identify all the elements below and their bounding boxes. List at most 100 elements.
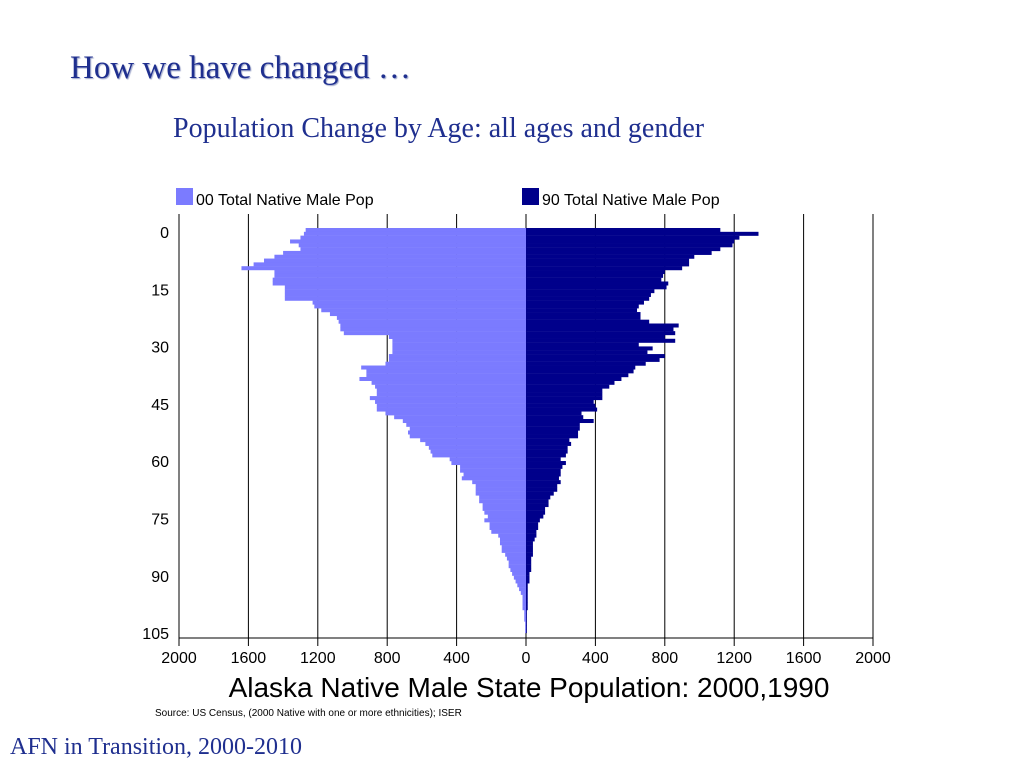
bar-2000-age-18 — [284, 296, 526, 301]
bar-2000-age-92 — [515, 579, 526, 584]
bar-2000-age-62 — [460, 464, 526, 469]
bar-2000-age-6 — [283, 250, 526, 255]
bar-1990-age-69 — [526, 491, 554, 496]
bar-2000-age-32 — [392, 350, 526, 355]
bar-1990-age-64 — [526, 472, 561, 477]
bars-2000-series — [241, 228, 527, 634]
bar-1990-age-78 — [526, 525, 539, 530]
bar-2000-age-14 — [272, 281, 526, 286]
x-tick-label-2: 1200 — [300, 650, 336, 667]
bar-2000-age-72 — [482, 503, 526, 508]
bar-1990-age-25 — [526, 323, 679, 328]
bar-1990-age-88 — [526, 564, 532, 569]
bar-1990-age-37 — [526, 369, 634, 374]
bar-1990-age-87 — [526, 560, 532, 565]
bar-1990-age-56 — [526, 441, 572, 446]
bar-1990-age-60 — [526, 457, 561, 462]
bar-2000-age-101 — [524, 613, 526, 618]
bar-2000-age-9 — [253, 262, 527, 267]
bar-1990-age-24 — [526, 319, 650, 324]
bar-1990-age-31 — [526, 346, 653, 351]
x-tick-label-8: 1200 — [716, 650, 752, 667]
bar-2000-age-23 — [336, 315, 526, 320]
chart-axes — [178, 637, 874, 646]
bar-1990-age-90 — [526, 571, 530, 576]
bar-2000-age-78 — [489, 525, 526, 530]
bar-2000-age-74 — [484, 510, 526, 515]
bar-1990-age-92 — [526, 579, 530, 584]
bar-2000-age-8 — [264, 258, 526, 263]
bar-1990-age-85 — [526, 552, 533, 557]
bar-1990-age-7 — [526, 254, 695, 259]
bar-1990-age-42 — [526, 388, 603, 393]
bar-1990-age-103 — [526, 621, 527, 626]
y-tick-label-15: 15 — [151, 282, 169, 299]
bar-1990-age-18 — [526, 296, 650, 301]
bar-2000-age-53 — [408, 430, 526, 435]
bar-2000-age-10 — [241, 266, 526, 271]
bar-2000-age-49 — [394, 415, 526, 420]
x-tick-label-3: 800 — [374, 650, 401, 667]
slide-title: How we have changed … — [70, 50, 411, 86]
bar-1990-age-34 — [526, 357, 660, 362]
bar-2000-age-21 — [321, 308, 526, 313]
bar-1990-age-74 — [526, 510, 546, 515]
bar-2000-age-91 — [513, 575, 526, 580]
y-axis-tick-labels: 0 15 30 45 60 75 90 105 — [142, 225, 169, 643]
bar-2000-age-47 — [376, 407, 526, 412]
bar-1990-age-99 — [526, 606, 528, 611]
bar-2000-age-22 — [329, 312, 526, 317]
bar-2000-age-27 — [343, 331, 526, 336]
bar-1990-age-20 — [526, 304, 639, 309]
bar-2000-age-50 — [402, 419, 526, 424]
bar-2000-age-71 — [479, 499, 526, 504]
bar-2000-age-103 — [525, 621, 526, 626]
y-tick-label-90: 90 — [151, 569, 169, 586]
bar-1990-age-57 — [526, 445, 568, 450]
bar-2000-age-4 — [298, 243, 526, 248]
bar-1990-age-35 — [526, 361, 646, 366]
bar-1990-age-32 — [526, 350, 648, 355]
bar-2000-age-80 — [498, 533, 526, 538]
bar-2000-age-67 — [475, 483, 526, 488]
bar-2000-age-2 — [300, 235, 526, 240]
x-tick-label-4: 400 — [443, 650, 470, 667]
bar-1990-age-79 — [526, 529, 537, 534]
bar-2000-age-33 — [388, 354, 526, 359]
bar-2000-age-100 — [524, 610, 526, 615]
bar-1990-age-70 — [526, 495, 551, 500]
bar-1990-age-93 — [526, 583, 528, 588]
bar-2000-age-98 — [522, 602, 526, 607]
bar-2000-age-31 — [392, 346, 526, 351]
bar-2000-age-81 — [499, 537, 526, 542]
bar-2000-age-1 — [303, 231, 526, 236]
bar-2000-age-88 — [508, 564, 526, 569]
x-tick-label-6: 400 — [582, 650, 609, 667]
bar-2000-age-16 — [284, 289, 526, 294]
bar-1990-age-53 — [526, 430, 579, 435]
bar-1990-age-66 — [526, 480, 561, 485]
bar-2000-age-28 — [388, 334, 526, 339]
bar-2000-age-17 — [284, 292, 526, 297]
bar-1990-age-98 — [526, 602, 528, 607]
bar-1990-age-89 — [526, 567, 532, 572]
legend-label-1990: 90 Total Native Male Pop — [542, 192, 720, 209]
bar-1990-age-102 — [526, 617, 527, 622]
bar-2000-age-68 — [475, 487, 526, 492]
y-tick-label-60: 60 — [151, 454, 169, 471]
bar-1990-age-33 — [526, 354, 665, 359]
bars-1990-series — [526, 228, 759, 634]
bar-1990-age-82 — [526, 541, 533, 546]
bar-2000-age-40 — [371, 380, 526, 385]
bar-2000-age-69 — [475, 491, 526, 496]
bar-2000-age-86 — [506, 556, 526, 561]
bar-1990-age-46 — [526, 403, 596, 408]
y-tick-label-75: 75 — [151, 512, 169, 529]
bar-1990-age-52 — [526, 426, 580, 431]
bar-2000-age-56 — [425, 441, 526, 446]
bar-1990-age-72 — [526, 503, 549, 508]
bar-1990-age-44 — [526, 396, 603, 401]
bar-1990-age-95 — [526, 590, 528, 595]
legend-swatch-2000 — [176, 188, 193, 205]
bar-2000-age-89 — [510, 567, 526, 572]
